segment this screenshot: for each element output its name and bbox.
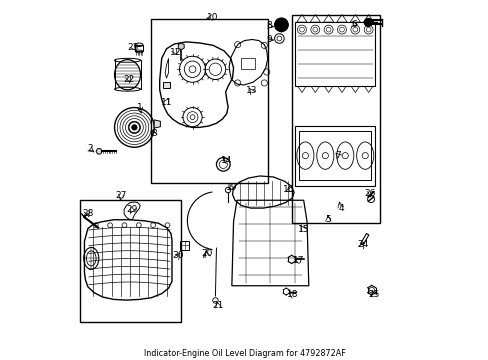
Text: 14: 14 [221,156,232,166]
Polygon shape [96,149,102,154]
Text: 19: 19 [225,183,237,192]
Text: 16: 16 [283,185,294,194]
Bar [151,19,267,183]
Text: 12: 12 [169,48,181,57]
Text: 22: 22 [123,75,134,84]
Polygon shape [178,43,184,50]
Circle shape [274,18,288,32]
Text: 3: 3 [151,129,157,138]
Text: 8: 8 [265,21,271,30]
Bar [135,45,142,51]
Bar [241,58,255,69]
Bar [163,82,170,89]
Text: 26: 26 [364,189,375,198]
Text: 21: 21 [212,301,223,310]
Text: 30: 30 [172,252,183,261]
Text: 4: 4 [337,204,343,213]
Bar [295,22,375,86]
Text: 5: 5 [325,215,330,224]
Text: 29: 29 [126,205,138,214]
Text: 15: 15 [297,225,308,234]
Circle shape [364,18,372,27]
Text: 20: 20 [201,249,212,258]
Text: 24: 24 [356,240,367,249]
Bar [299,131,370,180]
Bar [80,200,180,322]
Text: 11: 11 [161,98,172,107]
Text: Indicator-Engine Oil Level Diagram for 4792872AF: Indicator-Engine Oil Level Diagram for 4… [143,349,345,358]
Text: 7: 7 [335,151,341,160]
Bar [180,241,189,250]
Text: 6: 6 [350,20,356,29]
Bar [295,126,375,185]
Text: 17: 17 [292,256,304,265]
Text: 9: 9 [265,35,271,44]
Text: 10: 10 [207,13,218,22]
Text: 13: 13 [245,86,257,95]
Text: 28: 28 [82,210,93,219]
Circle shape [131,125,137,130]
Text: 1: 1 [137,103,143,112]
Text: 18: 18 [286,291,298,300]
Bar [291,14,379,223]
Polygon shape [154,120,160,128]
Text: 25: 25 [367,291,379,300]
Text: 27: 27 [116,191,127,199]
Text: 23: 23 [127,43,139,52]
Text: 2: 2 [87,144,93,153]
